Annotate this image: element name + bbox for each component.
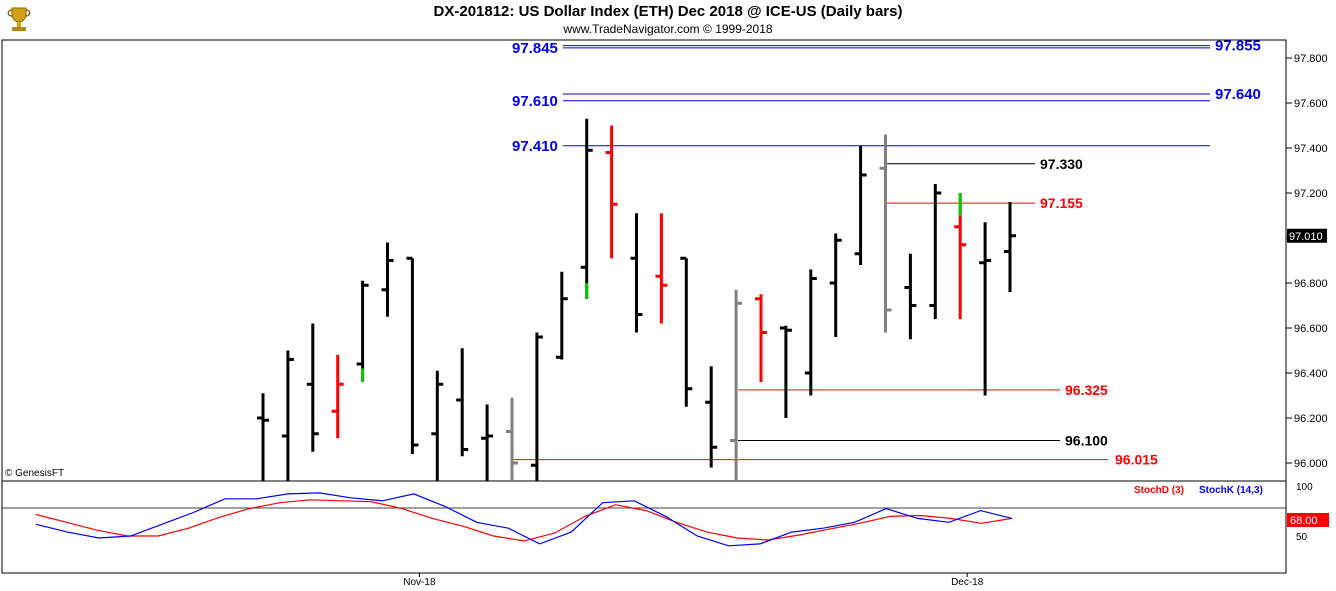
price-panel-frame	[1, 39, 1287, 482]
stoch-line	[35, 499, 1013, 542]
last-price-badge	[1287, 228, 1327, 243]
y-tick-label: 96.800	[1294, 278, 1328, 290]
trophy-icon	[7, 7, 31, 31]
level-label: 97.640	[1215, 86, 1261, 103]
level-label: 97.610	[512, 93, 558, 110]
stoch-y-label: 50	[1296, 532, 1308, 543]
stoch-legend-k: StochK (14,3)	[1199, 485, 1263, 496]
y-tick-label: 97.600	[1294, 98, 1328, 110]
y-tick-label: 96.200	[1294, 413, 1328, 425]
y-tick-label: 97.800	[1294, 53, 1328, 65]
level-label: 97.330	[1040, 156, 1083, 172]
x-tick-label: Dec-18	[951, 577, 984, 588]
stoch-value-badge	[1287, 513, 1329, 527]
y-tick-label: 96.600	[1294, 323, 1328, 335]
stoch-value-label: 68.00	[1290, 515, 1318, 527]
y-tick-label: 96.400	[1294, 368, 1328, 380]
level-label: 96.325	[1065, 382, 1108, 398]
level-label: 97.855	[1215, 38, 1261, 55]
y-tick-label: 97.400	[1294, 143, 1328, 155]
stoch-line	[35, 492, 1013, 547]
chart-title: DX-201812: US Dollar Index (ETH) Dec 201…	[433, 3, 903, 20]
stoch-legend-d: StochD (3)	[1134, 485, 1184, 496]
level-label: 97.410	[512, 138, 558, 155]
level-label: 96.015	[1115, 452, 1158, 468]
level-label: 97.155	[1040, 195, 1083, 211]
y-tick-label: 97.200	[1294, 188, 1328, 200]
last-price-label: 97.010	[1289, 231, 1323, 243]
stoch-y-label: 100	[1296, 482, 1313, 493]
y-tick-label: 96.000	[1294, 458, 1328, 470]
x-tick-label: Nov-18	[403, 577, 436, 588]
level-label: 97.845	[512, 40, 558, 57]
credit-label: © GenesisFT	[5, 468, 65, 479]
chart-subtitle: www.TradeNavigator.com © 1999-2018	[563, 22, 773, 36]
stoch-panel-frame	[1, 480, 1287, 574]
level-label: 96.100	[1065, 433, 1108, 449]
